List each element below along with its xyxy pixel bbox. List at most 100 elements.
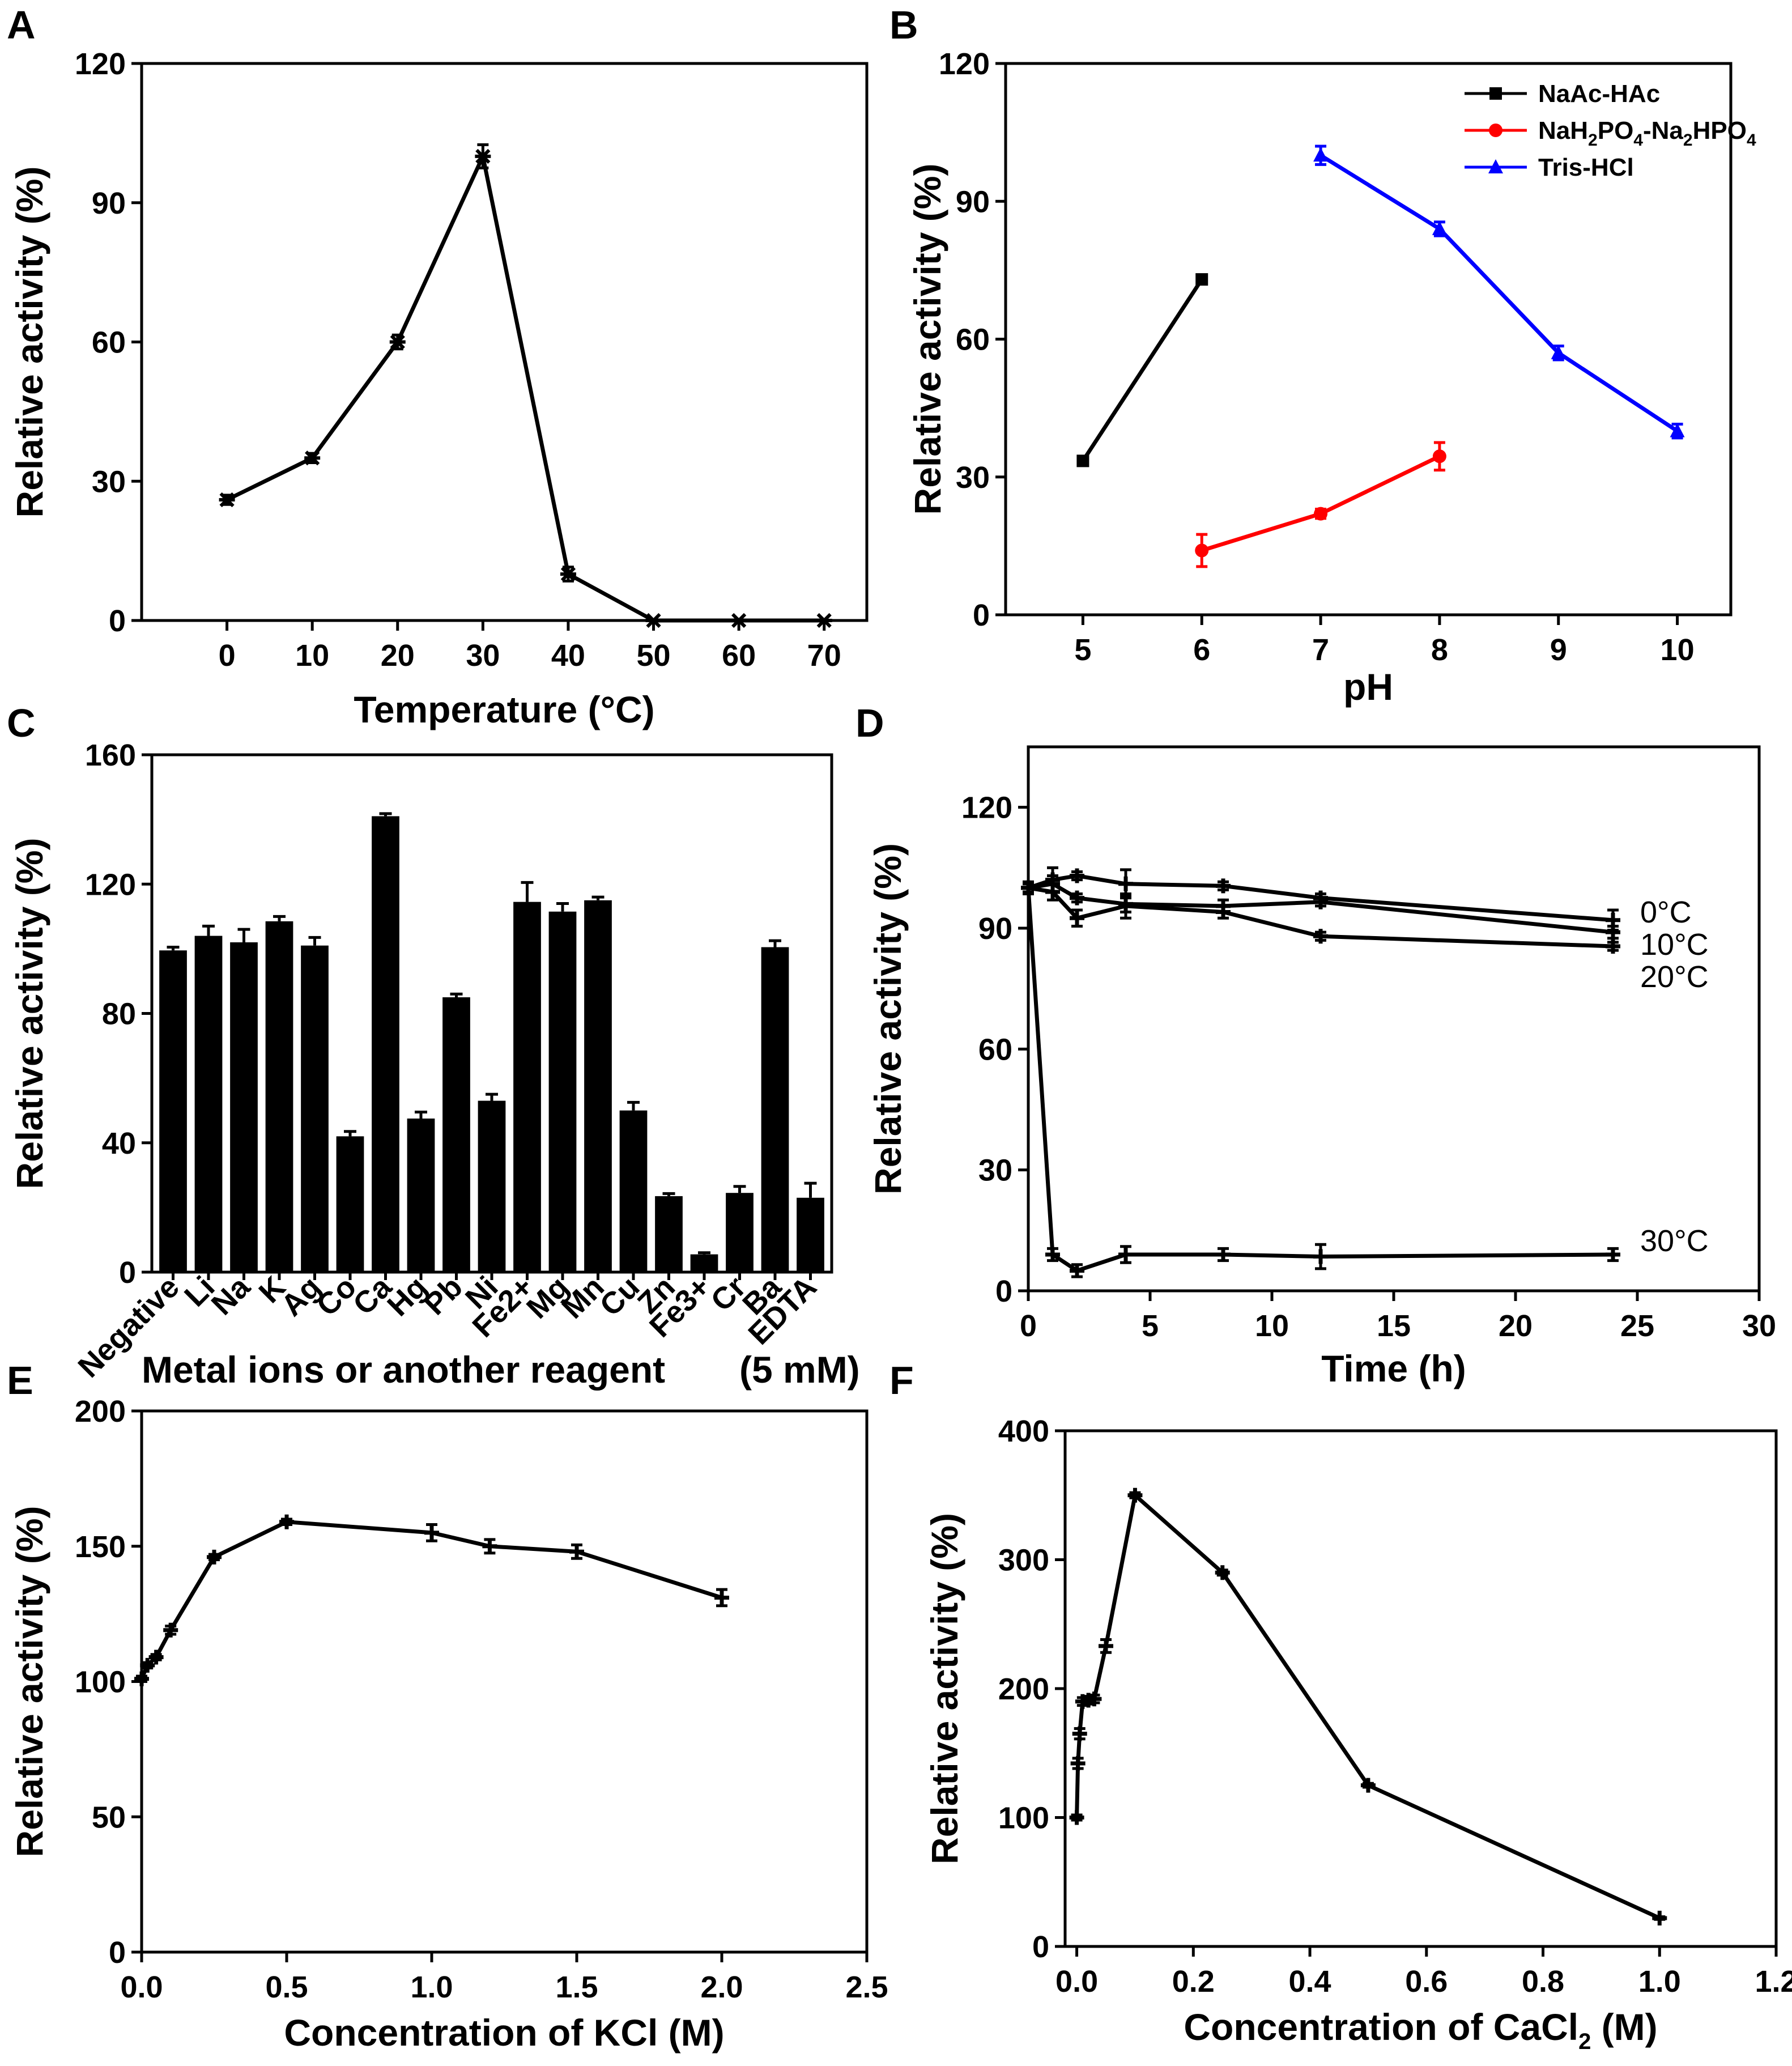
- data-point: [163, 1622, 178, 1638]
- data-point: [304, 450, 321, 466]
- series-label: 20°C: [1640, 960, 1709, 994]
- x-tick-label: 6: [1193, 633, 1210, 667]
- legend-entry-part: 4: [1747, 131, 1756, 150]
- y-tick-label: 0: [109, 1936, 126, 1970]
- data-point: [1127, 1487, 1143, 1503]
- y-tick-label: 0: [1032, 1930, 1049, 1964]
- data-point: [1069, 1810, 1084, 1825]
- y-tick-label: 90: [92, 186, 126, 220]
- data-point: [1606, 939, 1620, 954]
- x-tick-label: 0.5: [265, 1970, 308, 2004]
- data-point: [389, 334, 406, 350]
- y-tick-label: 90: [956, 185, 990, 219]
- data-point: [1652, 1910, 1667, 1925]
- legend-marker: [1489, 87, 1502, 100]
- bar: [513, 902, 541, 1272]
- series-line: [226, 154, 824, 623]
- plot-frame: [140, 1409, 869, 1954]
- bar: [690, 1254, 718, 1272]
- error-bar: [804, 1181, 817, 1198]
- y-tick-label: 80: [102, 997, 136, 1031]
- error-bar: [273, 915, 286, 921]
- x-tick-label: 70: [807, 639, 841, 673]
- series-line: [1201, 454, 1441, 552]
- y-tick-label: 120: [961, 791, 1012, 825]
- x-axis-label: Concentration of CaCl2 (M): [1184, 2006, 1657, 2054]
- x-axis-unit: (5 mM): [739, 1349, 860, 1391]
- data-point: [1314, 507, 1328, 521]
- data-point: [1070, 911, 1084, 926]
- x-axis-label: Metal ions or another reagent: [142, 1349, 665, 1391]
- data-point: [569, 1544, 584, 1559]
- bar: [407, 1118, 435, 1272]
- series-label: 30°C: [1640, 1224, 1709, 1258]
- y-tick-label: 30: [956, 461, 990, 495]
- y-tick-label: 160: [85, 738, 136, 772]
- series-line: [1081, 278, 1204, 462]
- error-bar: [769, 939, 781, 947]
- data-point: [482, 1538, 497, 1554]
- x-tick-label: 1.0: [1638, 1965, 1681, 1999]
- x-tick-label: 20: [1499, 1309, 1533, 1343]
- data-point: [475, 148, 491, 164]
- y-tick-label: 60: [978, 1032, 1012, 1066]
- panel-a: A 0 30 60 90 120 0 10 20 30 40 50 60 70 Relative acti…: [7, 3, 869, 730]
- data-point: [560, 566, 576, 582]
- bar: [726, 1193, 754, 1272]
- data-point: [1432, 220, 1447, 235]
- y-tick-label: 0: [973, 598, 990, 632]
- data-point: [1551, 345, 1566, 359]
- x-tick-label: 2.5: [845, 1970, 888, 2004]
- data-point: [1118, 898, 1133, 913]
- series-line: [1026, 887, 1614, 1273]
- legend-entry-part: NaAc-HAc: [1538, 80, 1660, 108]
- error-bar: [698, 1251, 710, 1255]
- x-tick-label: 25: [1620, 1309, 1654, 1343]
- data-point: [1606, 1247, 1620, 1262]
- series-line: [1075, 1493, 1661, 1920]
- y-tick-label: 200: [998, 1672, 1049, 1706]
- x-axis-label: Concentration of KCl (M): [284, 2012, 724, 2054]
- x-tick-label: 50: [636, 639, 670, 673]
- x-tick-label: 15: [1377, 1309, 1411, 1343]
- panel-label-b: B: [889, 3, 918, 47]
- data-point: [1070, 1263, 1084, 1278]
- bar: [442, 997, 470, 1272]
- bar: [372, 816, 399, 1272]
- y-tick-label: 120: [75, 47, 126, 81]
- data-point: [731, 613, 747, 628]
- error-bar: [167, 946, 180, 951]
- legend-entry-part: NaH: [1538, 117, 1588, 144]
- data-point: [1313, 1249, 1328, 1264]
- x-tick-label: 10: [1661, 633, 1695, 667]
- data-point: [1215, 1565, 1230, 1580]
- x-tick-label: 1.2: [1755, 1965, 1792, 1999]
- series-line: [1319, 154, 1679, 433]
- error-bar: [237, 928, 250, 942]
- series-line: [139, 1520, 723, 1680]
- data-point: [1195, 543, 1209, 558]
- x-tick-label: 30: [1742, 1309, 1776, 1343]
- data-point: [1360, 1778, 1376, 1793]
- data-point: [424, 1525, 439, 1540]
- bar: [230, 942, 258, 1272]
- y-tick-label: 50: [92, 1800, 126, 1834]
- data-point: [134, 1671, 149, 1686]
- x-tick-label: Na: [205, 1269, 257, 1321]
- y-axis-label: Relative activity (%): [923, 1513, 965, 1864]
- y-axis-label: Relative activity (%): [906, 164, 948, 515]
- error-bar: [556, 902, 569, 912]
- y-tick-label: 0: [995, 1274, 1012, 1308]
- x-tick-label: 10: [1255, 1309, 1289, 1343]
- y-axis-label: Relative activity (%): [8, 838, 50, 1189]
- data-point: [219, 492, 235, 508]
- x-axis-label: Temperature (°C): [354, 688, 654, 730]
- series-label: 0°C: [1640, 895, 1692, 929]
- data-point: [1195, 273, 1208, 286]
- y-tick-label: 30: [92, 465, 126, 499]
- data-point: [1045, 885, 1060, 899]
- bar: [655, 1196, 683, 1272]
- plot-frame: [1027, 745, 1761, 1293]
